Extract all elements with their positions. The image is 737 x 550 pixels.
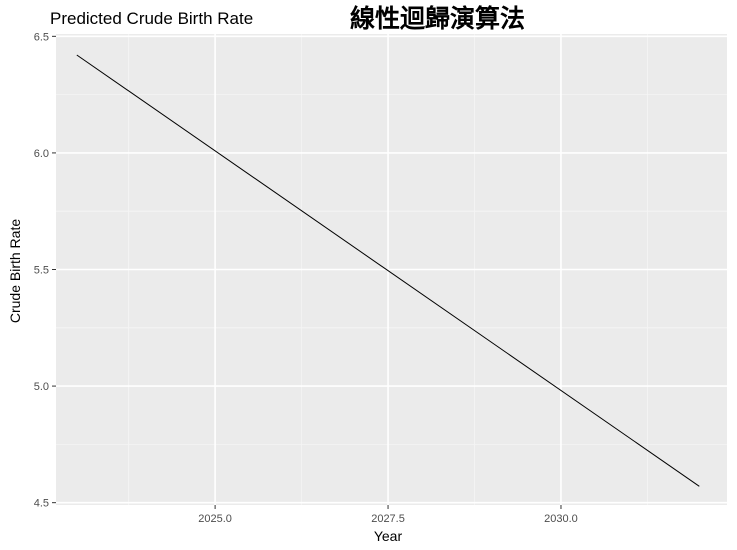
chart-title: Predicted Crude Birth Rate [50, 9, 253, 28]
x-tick-label: 2030.0 [544, 513, 578, 525]
y-tick-label: 5.0 [34, 381, 49, 393]
y-axis-title: Crude Birth Rate [7, 219, 23, 323]
y-tick-label: 4.5 [34, 498, 49, 510]
y-tick-label: 6.5 [34, 31, 49, 43]
x-tick-label: 2025.0 [198, 513, 232, 525]
major-gridlines [56, 34, 727, 505]
x-tick-label: 2027.5 [371, 513, 405, 525]
y-tick-label: 6.0 [34, 148, 49, 160]
y-axis: 4.5 5.0 5.5 6.0 6.5 [34, 31, 56, 510]
series-layer [76, 54, 700, 487]
x-axis: 2025.0 2027.5 2030.0 [198, 505, 578, 525]
x-axis-title: Year [374, 528, 403, 544]
y-tick-label: 5.5 [34, 265, 49, 277]
chart-subtitle: 線性迴歸演算法 [350, 4, 525, 33]
series-line [76, 54, 700, 487]
